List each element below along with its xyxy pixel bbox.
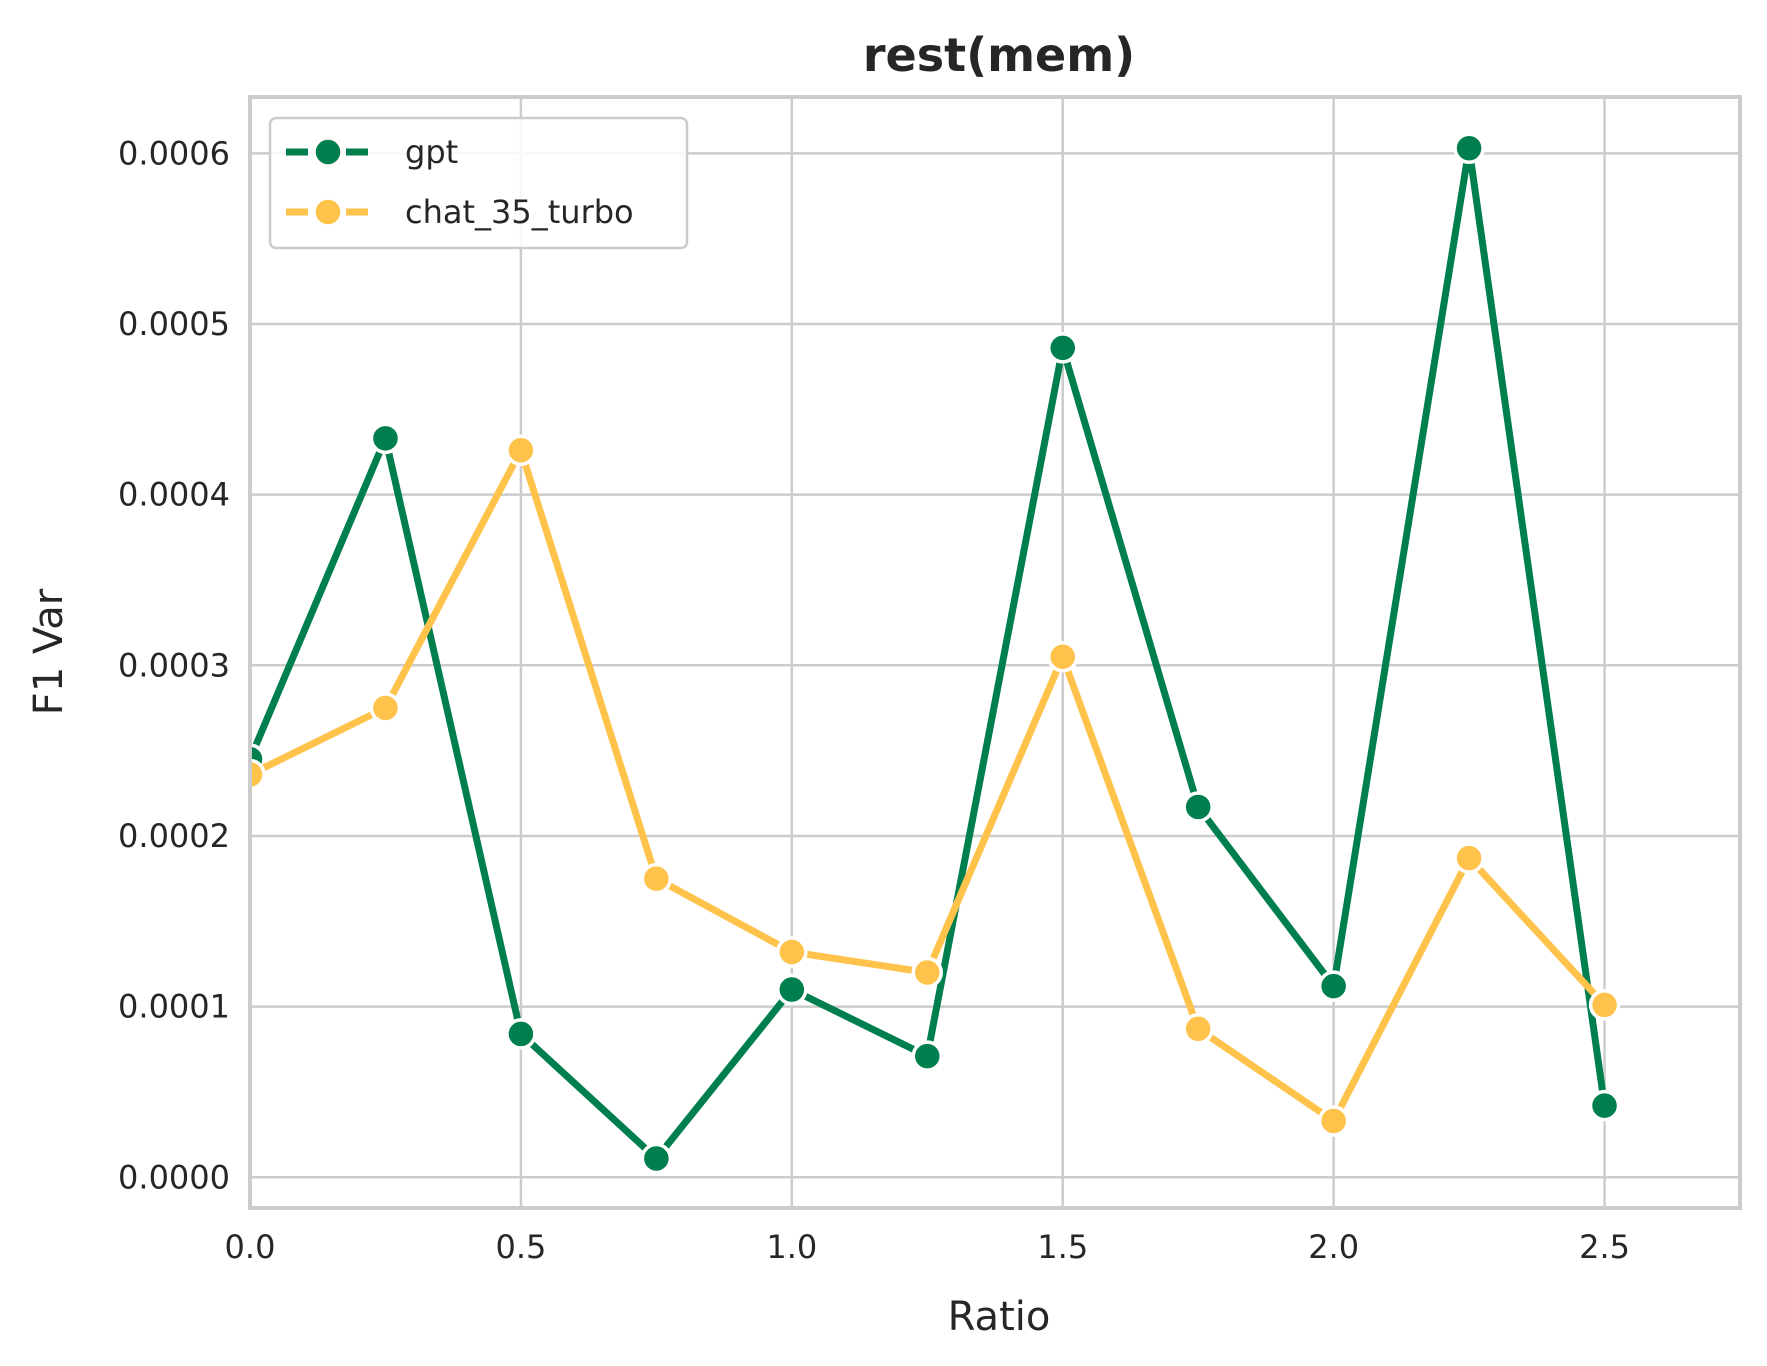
data-point-gpt bbox=[1317, 970, 1350, 1002]
legend-box bbox=[268, 116, 689, 250]
series-chat_35_turbo bbox=[250, 434, 1621, 1137]
data-point-chat_35_turbo bbox=[1182, 1013, 1214, 1045]
data-point-chat_35_turbo bbox=[776, 936, 808, 968]
legend-label: gpt bbox=[405, 133, 458, 171]
data-point-chat_35_turbo bbox=[1588, 989, 1621, 1021]
x-tick-labels: 0.0 0.5 1.0 1.5 2.0 2.5 bbox=[225, 1228, 1630, 1266]
x-tick-label: 1.5 bbox=[1037, 1228, 1088, 1266]
data-point-gpt bbox=[1046, 332, 1079, 364]
data-point-gpt bbox=[640, 1142, 673, 1175]
series-layer bbox=[250, 132, 1621, 1175]
data-point-chat_35_turbo bbox=[911, 956, 944, 989]
x-tick-label: 2.0 bbox=[1308, 1228, 1359, 1266]
y-tick-labels: 0.0000 0.0001 0.0002 0.0003 0.0004 0.0005 0.00… bbox=[118, 134, 230, 1196]
y-tick-label: 0.0006 bbox=[118, 134, 230, 172]
data-point-gpt bbox=[776, 973, 808, 1006]
y-tick-label: 0.0003 bbox=[118, 646, 230, 684]
data-point-gpt bbox=[1182, 791, 1214, 823]
data-point-chat_35_turbo bbox=[1453, 842, 1485, 874]
y-tick-label: 0.0001 bbox=[118, 988, 230, 1026]
data-point-chat_35_turbo bbox=[505, 434, 537, 467]
legend-item-chat_35_turbo: chat_35_turbo bbox=[286, 193, 634, 231]
x-axis-label: Ratio bbox=[948, 1294, 1051, 1340]
legend: gpt chat_35_turbo bbox=[268, 116, 689, 250]
data-point-chat_35_turbo bbox=[1317, 1105, 1350, 1137]
data-point-gpt bbox=[1588, 1089, 1621, 1122]
series-gpt bbox=[250, 132, 1621, 1175]
data-point-gpt bbox=[369, 422, 402, 455]
chart-title: rest(mem) bbox=[863, 28, 1135, 82]
data-point-gpt bbox=[911, 1040, 944, 1072]
x-tick-label: 0.5 bbox=[495, 1228, 546, 1266]
data-point-chat_35_turbo bbox=[250, 758, 266, 791]
data-point-gpt bbox=[1453, 132, 1485, 164]
x-tick-label: 0.0 bbox=[225, 1228, 276, 1266]
legend-label: chat_35_turbo bbox=[405, 193, 634, 231]
data-point-chat_35_turbo bbox=[640, 862, 673, 895]
x-tick-label: 2.5 bbox=[1579, 1228, 1630, 1266]
data-point-chat_35_turbo bbox=[1046, 641, 1079, 673]
y-tick-label: 0.0002 bbox=[118, 817, 230, 855]
y-tick-label: 0.0005 bbox=[118, 305, 230, 343]
x-tick-label: 1.0 bbox=[766, 1228, 817, 1266]
plot-frame bbox=[248, 95, 1742, 1210]
legend-marker bbox=[312, 196, 344, 228]
y-tick-label: 0.0004 bbox=[118, 476, 230, 514]
data-point-gpt bbox=[505, 1018, 537, 1050]
legend-marker bbox=[312, 136, 344, 168]
legend-item-gpt: gpt bbox=[286, 133, 458, 171]
data-point-chat_35_turbo bbox=[369, 692, 402, 724]
y-axis-label: F1 Var bbox=[26, 588, 72, 715]
y-tick-label: 0.0000 bbox=[118, 1158, 230, 1196]
